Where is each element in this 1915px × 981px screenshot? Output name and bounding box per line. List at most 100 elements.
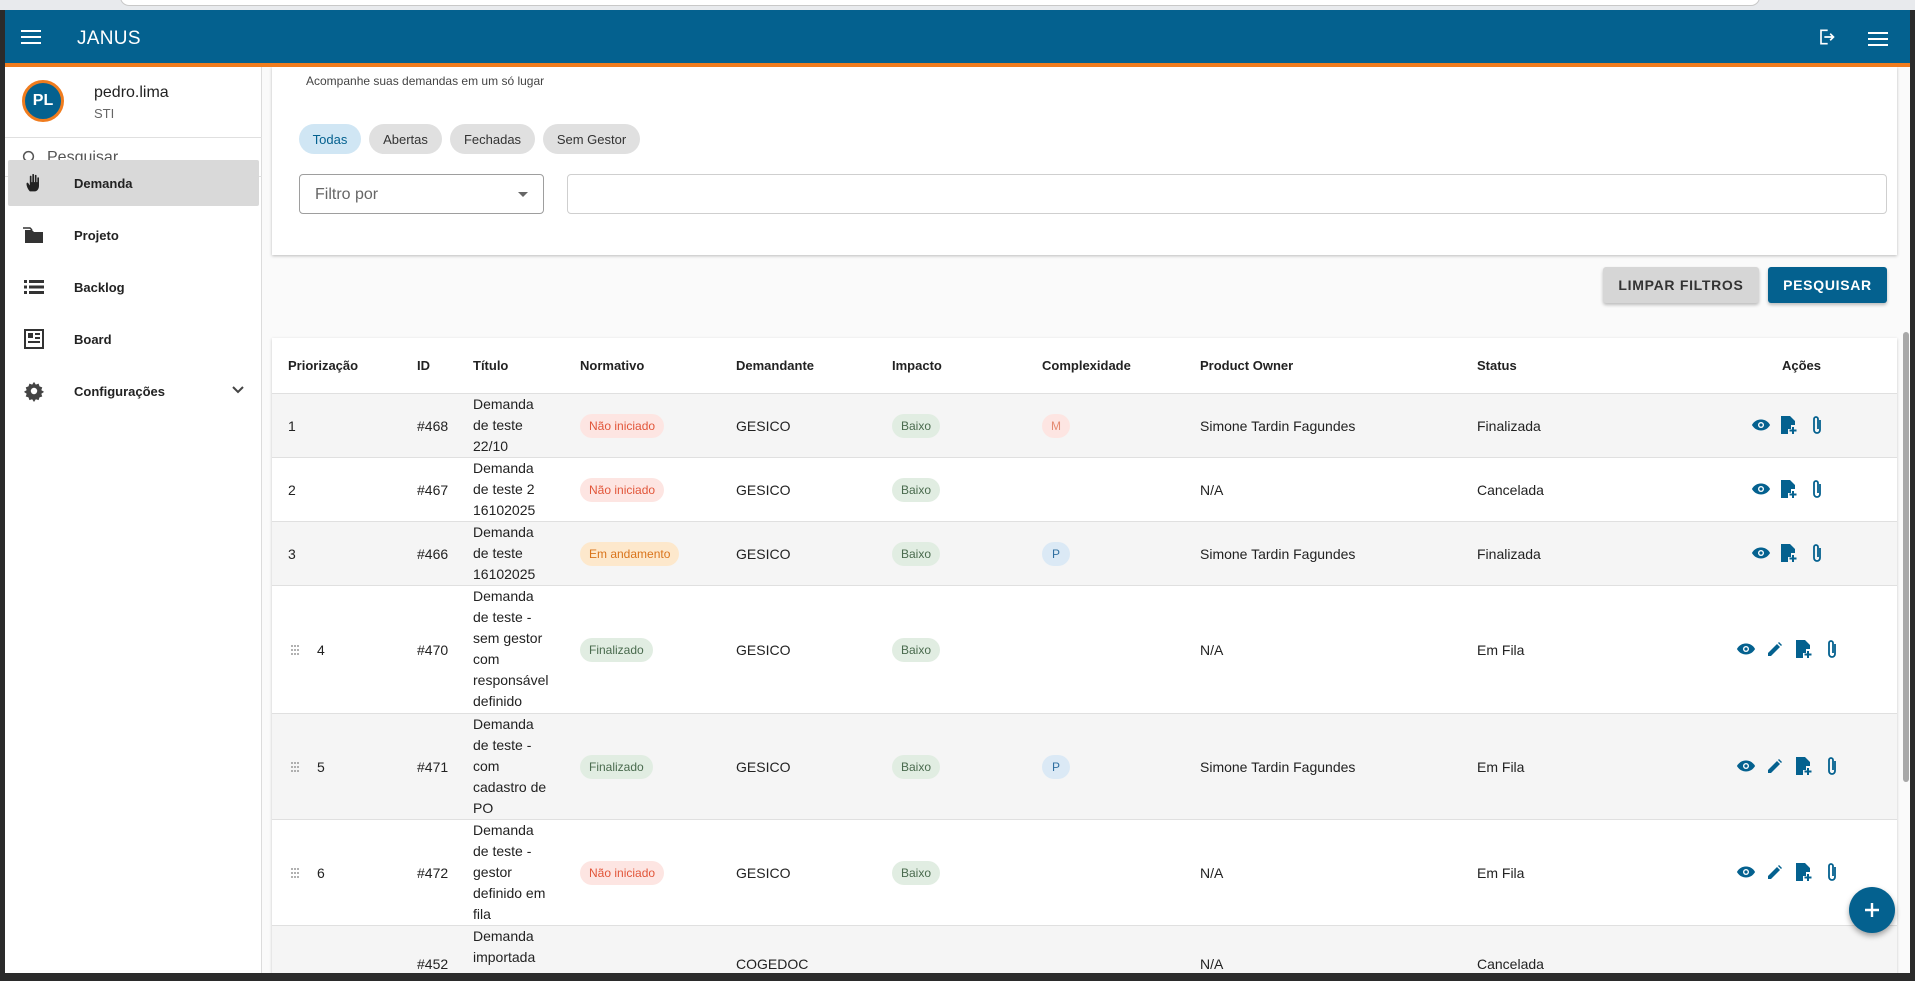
impacto-badge: Baixo bbox=[892, 755, 941, 779]
edit-icon[interactable] bbox=[1764, 861, 1786, 883]
browser-chrome bbox=[0, 0, 1915, 10]
header-status[interactable]: Status bbox=[1477, 358, 1517, 373]
address-bar[interactable] bbox=[120, 0, 1760, 6]
chip-fechadas[interactable]: Fechadas bbox=[450, 124, 535, 154]
chip-sem-gestor[interactable]: Sem Gestor bbox=[543, 124, 640, 154]
cell-title: Demanda de teste 22/10 bbox=[473, 396, 534, 454]
view-icon[interactable] bbox=[1735, 861, 1757, 883]
normativo-badge: Não iniciado bbox=[580, 861, 665, 885]
cell-id: #452 bbox=[417, 956, 449, 972]
demands-table: Priorização ID Título Normativo Demandan… bbox=[272, 338, 1897, 973]
search-button[interactable]: PESQUISAR bbox=[1768, 267, 1887, 303]
drag-handle-icon[interactable] bbox=[290, 867, 300, 879]
header-impacto[interactable]: Impacto bbox=[892, 358, 942, 373]
cell-id: #468 bbox=[417, 418, 449, 434]
add-document-icon[interactable] bbox=[1793, 861, 1815, 883]
attachment-icon[interactable] bbox=[1806, 542, 1828, 564]
table-row[interactable]: 1 #468 Demanda de teste 22/10 Não inicia… bbox=[272, 394, 1897, 458]
sidebar-item-label: Backlog bbox=[74, 279, 125, 295]
sidebar-item-label: Board bbox=[74, 331, 112, 347]
chevron-down-icon[interactable] bbox=[231, 383, 245, 397]
header-id[interactable]: ID bbox=[417, 358, 430, 373]
normativo-badge: Não iniciado bbox=[580, 478, 665, 502]
cell-title: Demanda de teste - gestor definido em fi… bbox=[473, 822, 546, 922]
view-icon[interactable] bbox=[1750, 542, 1772, 564]
sidebar-item-backlog[interactable]: Backlog bbox=[8, 264, 259, 310]
header-titulo[interactable]: Título bbox=[473, 358, 509, 373]
folder-icon bbox=[21, 223, 47, 247]
add-demand-button[interactable] bbox=[1849, 887, 1895, 933]
sidebar: PL pedro.lima STI Demanda Projeto Backlo… bbox=[5, 67, 262, 973]
add-document-icon[interactable] bbox=[1778, 478, 1800, 500]
dropdown-arrow-icon bbox=[518, 192, 528, 197]
cell-status: Finalizada bbox=[1477, 418, 1541, 434]
sidebar-item-configuracoes[interactable]: Configurações bbox=[8, 368, 259, 414]
header-acoes: Ações bbox=[1782, 358, 1822, 373]
view-icon[interactable] bbox=[1750, 478, 1772, 500]
complexidade-badge: P bbox=[1042, 755, 1070, 779]
attachment-icon[interactable] bbox=[1821, 638, 1843, 660]
menu-icon[interactable] bbox=[21, 26, 47, 48]
cell-status: Em Fila bbox=[1477, 642, 1525, 658]
sidebar-item-demanda[interactable]: Demanda bbox=[8, 160, 259, 206]
attachment-icon[interactable] bbox=[1821, 755, 1843, 777]
normativo-badge: Não iniciado bbox=[580, 414, 665, 438]
page-subtitle: Acompanhe suas demandas em um só lugar bbox=[306, 74, 545, 88]
attachment-icon[interactable] bbox=[1806, 414, 1828, 436]
cell-prio: 6 bbox=[317, 865, 325, 881]
edit-icon[interactable] bbox=[1764, 638, 1786, 660]
view-icon[interactable] bbox=[1750, 414, 1772, 436]
header-demandante[interactable]: Demandante bbox=[736, 358, 815, 373]
add-document-icon[interactable] bbox=[1793, 638, 1815, 660]
drag-handle-icon[interactable] bbox=[290, 761, 300, 773]
filter-panel: Acompanhe suas demandas em um só lugar T… bbox=[272, 67, 1897, 255]
cell-demandante: GESICO bbox=[736, 482, 791, 498]
complexidade-badge: M bbox=[1042, 414, 1070, 438]
table-row[interactable]: 2 #467 Demanda de teste 2 16102025 Não i… bbox=[272, 458, 1897, 522]
cell-status: Em Fila bbox=[1477, 865, 1525, 881]
normativo-badge: Finalizado bbox=[580, 638, 653, 662]
view-icon[interactable] bbox=[1735, 755, 1757, 777]
table-row[interactable]: #452 Demanda importada COGEDOC N/A Cance… bbox=[272, 926, 1897, 973]
table-row[interactable]: 5 #471 Demanda de teste - com cadastro d… bbox=[272, 714, 1897, 820]
clear-filters-button[interactable]: LIMPAR FILTROS bbox=[1603, 267, 1759, 303]
header-product-owner[interactable]: Product Owner bbox=[1200, 358, 1294, 373]
menu-icon-right[interactable] bbox=[1868, 28, 1892, 50]
impacto-badge: Baixo bbox=[892, 542, 941, 566]
table-row[interactable]: 6 #472 Demanda de teste - gestor definid… bbox=[272, 820, 1897, 926]
filter-value-input[interactable] bbox=[567, 174, 1887, 214]
sidebar-item-projeto[interactable]: Projeto bbox=[8, 212, 259, 258]
attachment-icon[interactable] bbox=[1821, 861, 1843, 883]
table-row[interactable]: 3 #466 Demanda de teste 16102025 Em anda… bbox=[272, 522, 1897, 586]
hand-icon bbox=[21, 171, 47, 195]
drag-handle-icon[interactable] bbox=[290, 644, 300, 656]
header-complexidade[interactable]: Complexidade bbox=[1042, 358, 1131, 373]
sidebar-item-board[interactable]: Board bbox=[8, 316, 259, 362]
header-normativo[interactable]: Normativo bbox=[580, 358, 645, 373]
cell-title: Demanda de teste - sem gestor com respon… bbox=[473, 588, 549, 709]
edit-icon[interactable] bbox=[1764, 755, 1786, 777]
table-row[interactable]: 4 #470 Demanda de teste - sem gestor com… bbox=[272, 586, 1897, 714]
cell-product-owner: Simone Tardin Fagundes bbox=[1200, 418, 1356, 434]
view-icon[interactable] bbox=[1735, 638, 1757, 660]
filter-by-select[interactable]: Filtro por bbox=[299, 174, 544, 214]
chip-todas[interactable]: Todas bbox=[299, 124, 361, 154]
header-priorizacao[interactable]: Priorização bbox=[288, 358, 359, 373]
add-document-icon[interactable] bbox=[1793, 755, 1815, 777]
cell-prio: 5 bbox=[317, 759, 325, 775]
scrollbar[interactable] bbox=[1903, 332, 1909, 782]
cell-id: #472 bbox=[417, 865, 449, 881]
logout-icon[interactable] bbox=[1815, 27, 1839, 49]
chip-abertas[interactable]: Abertas bbox=[369, 124, 442, 154]
plus-icon bbox=[1865, 903, 1879, 917]
avatar[interactable]: PL bbox=[22, 80, 64, 122]
cell-product-owner: Simone Tardin Fagundes bbox=[1200, 759, 1356, 775]
impacto-badge: Baixo bbox=[892, 414, 941, 438]
cell-prio: 2 bbox=[288, 482, 296, 498]
add-document-icon[interactable] bbox=[1778, 542, 1800, 564]
add-document-icon[interactable] bbox=[1778, 414, 1800, 436]
cell-id: #470 bbox=[417, 642, 449, 658]
cell-prio: 3 bbox=[288, 546, 296, 562]
attachment-icon[interactable] bbox=[1806, 478, 1828, 500]
cell-id: #466 bbox=[417, 546, 449, 562]
